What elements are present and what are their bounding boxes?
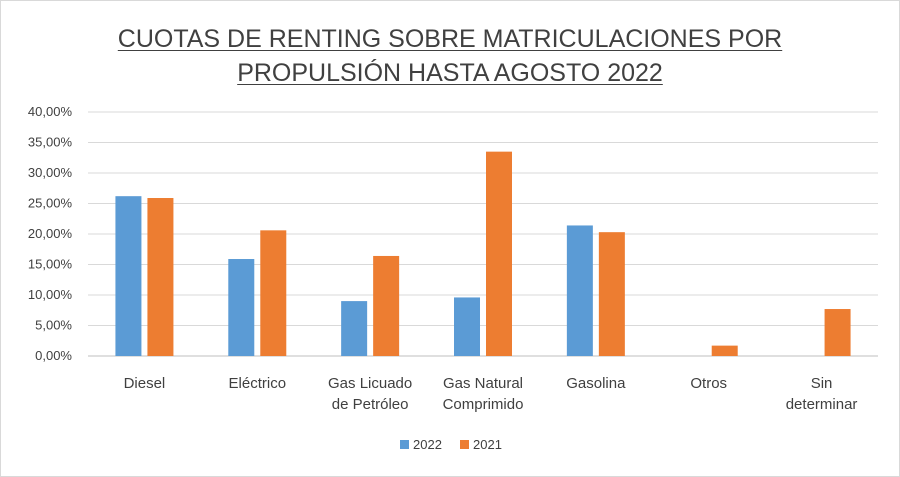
bar-2022 — [566, 225, 593, 356]
legend: 2022 2021 — [400, 437, 502, 452]
y-axis-tick-labels: 0,00% 5,00% 10,00% 15,00% 20,00% 25,00% 30,00%… — [28, 104, 73, 363]
bar-2022 — [454, 297, 480, 356]
legend-swatch-2021 — [460, 440, 469, 449]
x-category-label: determinar — [786, 396, 858, 413]
y-tick-label: 40,00% — [28, 104, 73, 119]
x-category-label: Comprimido — [443, 396, 524, 413]
bar-2021 — [486, 151, 512, 356]
y-tick-label: 20,00% — [28, 226, 73, 241]
x-category-label: Diesel — [124, 375, 166, 392]
bars — [115, 151, 851, 356]
x-category-label: Gas Licuado — [328, 375, 412, 392]
y-tick-label: 30,00% — [28, 165, 73, 180]
y-tick-label: 0,00% — [35, 348, 72, 363]
bar-2022 — [341, 301, 368, 356]
legend-label-2022: 2022 — [413, 437, 442, 452]
x-category-label: Gasolina — [566, 375, 626, 392]
legend-swatch-2022 — [400, 440, 409, 449]
bar-2022 — [228, 259, 255, 356]
y-tick-label: 35,00% — [28, 135, 73, 150]
y-tick-label: 10,00% — [28, 287, 73, 302]
x-axis-category-labels: Diesel Eléctrico Gas Licuado de Petróleo Gas… — [124, 375, 858, 413]
y-tick-label: 15,00% — [28, 257, 73, 272]
bar-2021 — [260, 230, 287, 356]
x-category-label: Otros — [690, 375, 727, 392]
bar-2022 — [115, 196, 142, 356]
bar-2021 — [711, 345, 738, 356]
x-category-label: de Petróleo — [332, 396, 409, 413]
y-tick-label: 5,00% — [35, 318, 72, 333]
bar-2021 — [373, 255, 400, 356]
x-category-label: Eléctrico — [229, 375, 287, 392]
y-tick-label: 25,00% — [28, 196, 73, 211]
chart-title-line-2: PROPULSIÓN HASTA AGOSTO 2022 — [237, 59, 663, 87]
chart-title: CUOTAS DE RENTING SOBRE MATRICULACIONES … — [0, 22, 900, 90]
chart-title-line-1: CUOTAS DE RENTING SOBRE MATRICULACIONES … — [117, 25, 783, 53]
legend-label-2021: 2021 — [473, 437, 502, 452]
x-category-label: Sin — [811, 375, 833, 392]
x-category-label: Gas Natural — [443, 375, 523, 392]
gridlines — [88, 111, 878, 357]
bar-2021 — [598, 232, 625, 356]
bar-2021 — [147, 198, 174, 356]
bar-2021 — [824, 309, 851, 356]
